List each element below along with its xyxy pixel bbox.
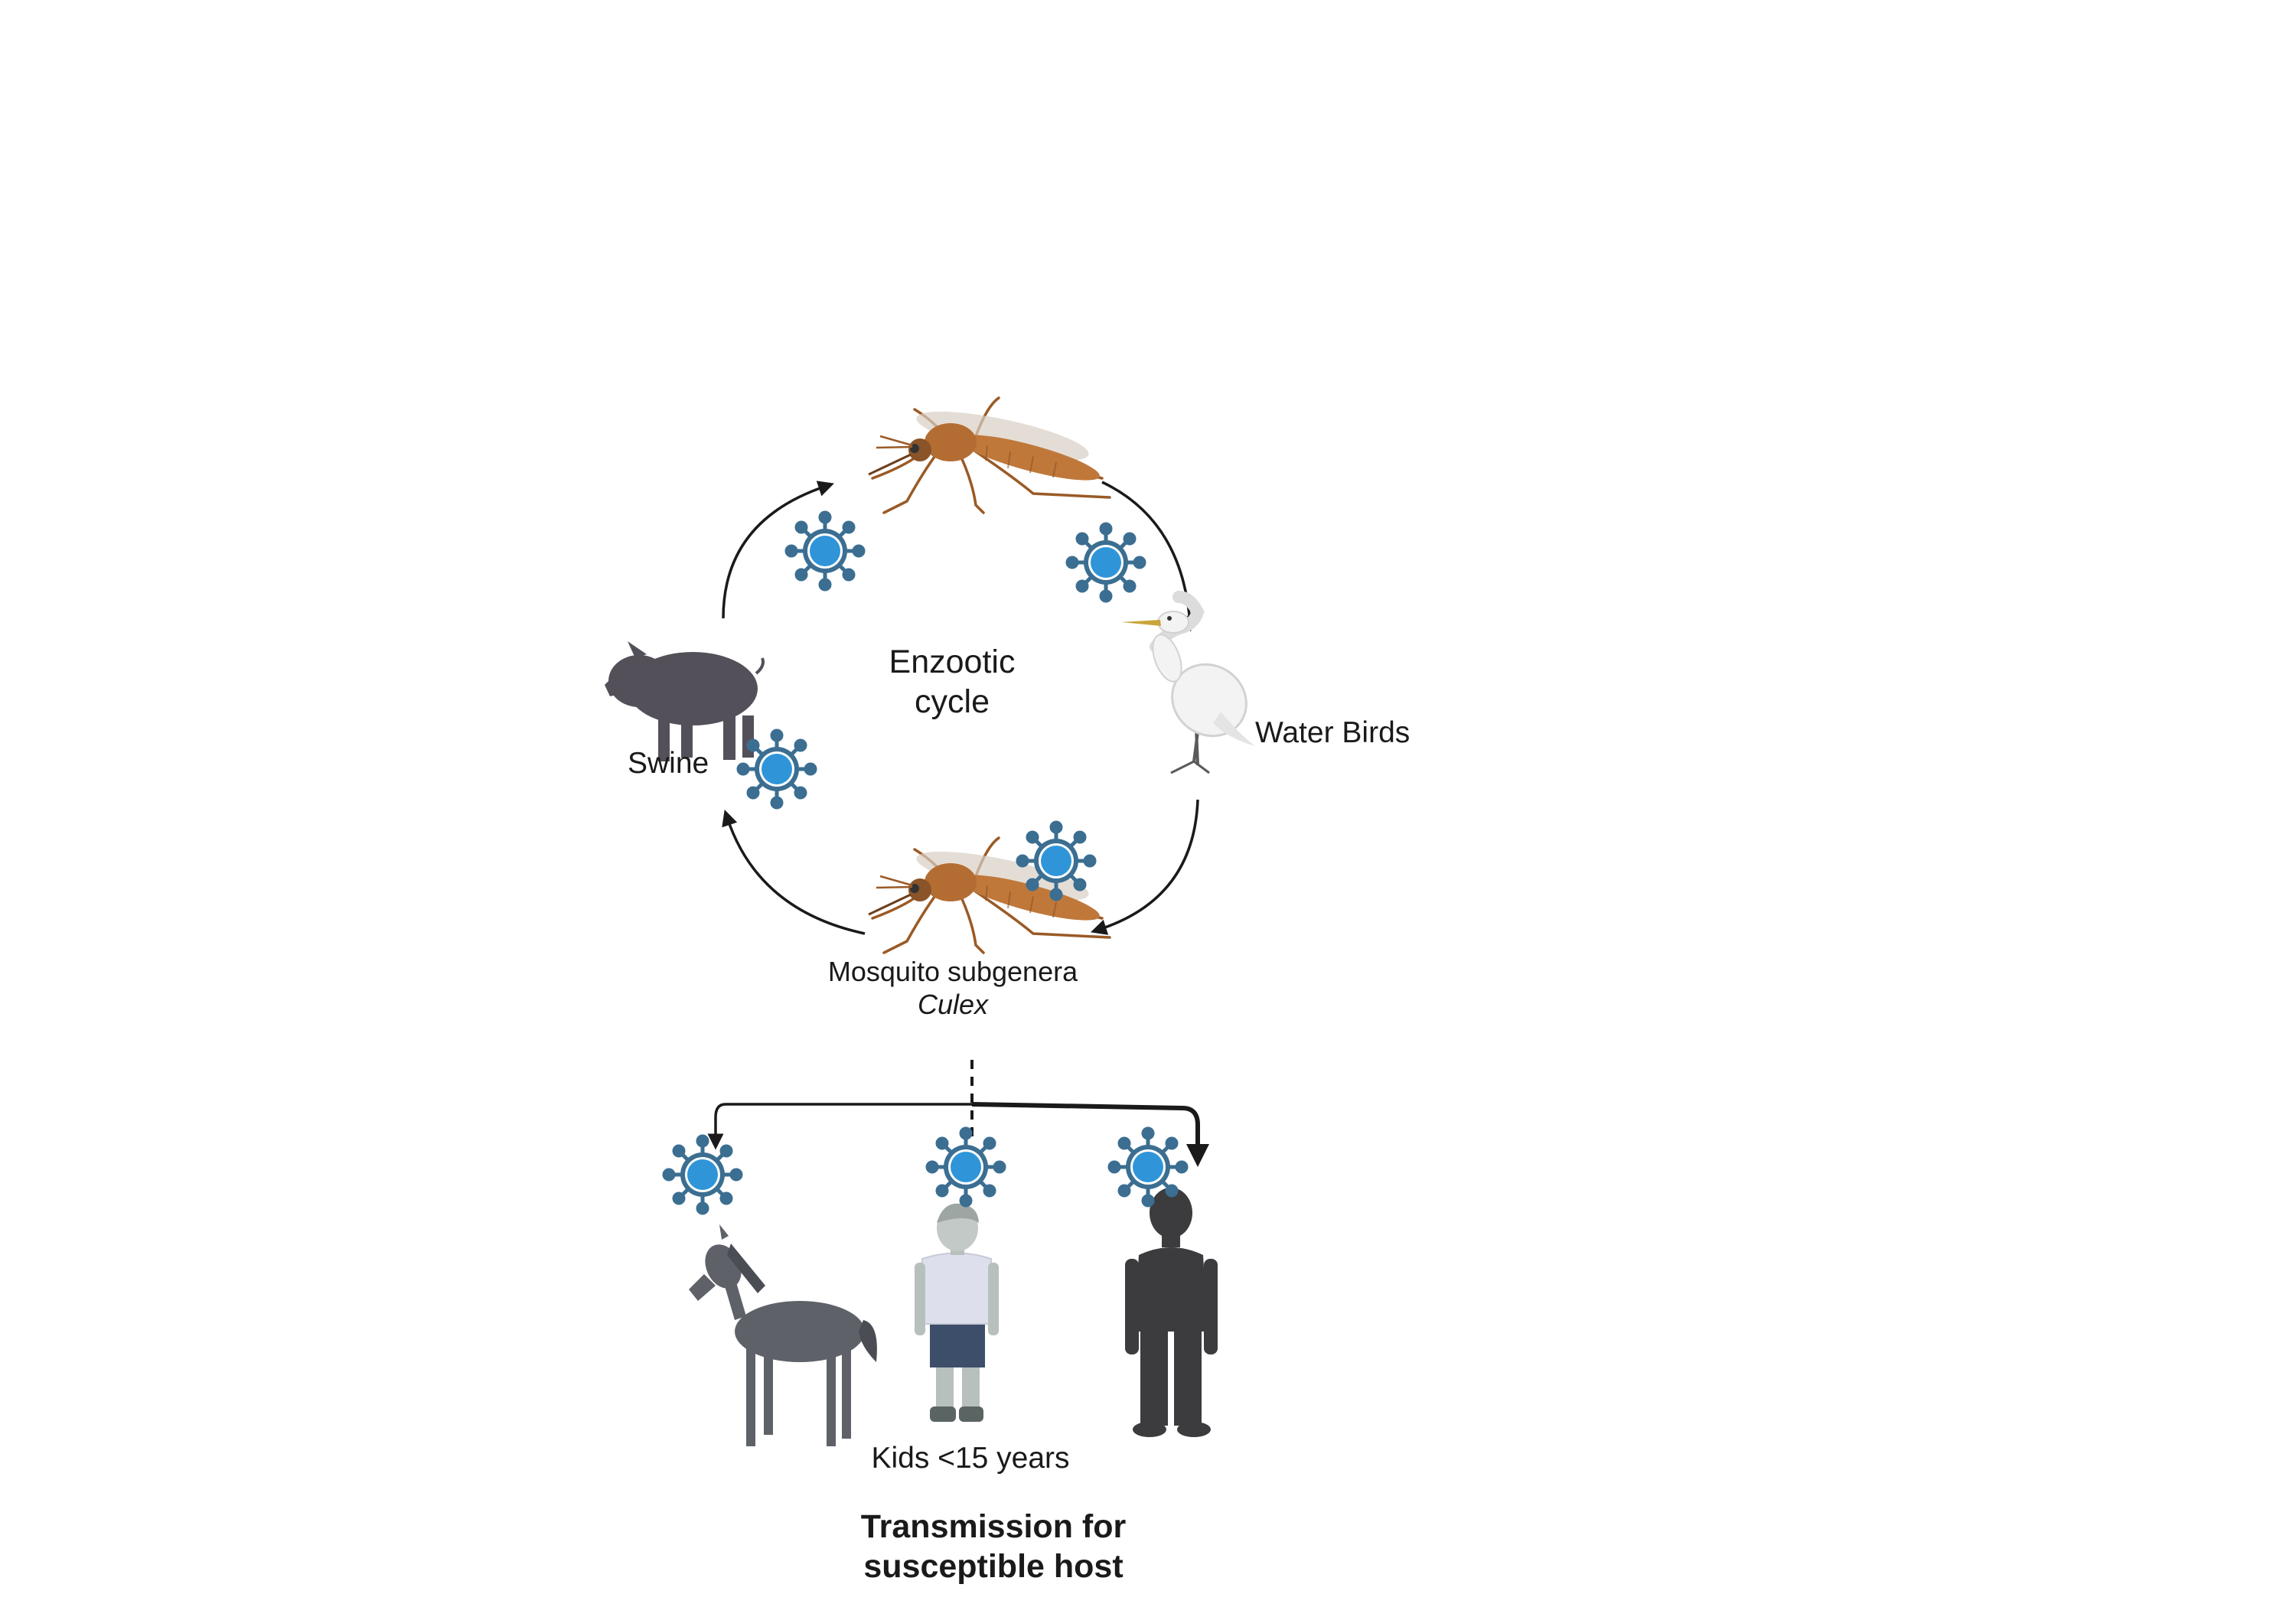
virus-icon bbox=[739, 731, 815, 807]
mosquito-label: Mosquito subgenera Culex bbox=[828, 955, 1078, 1021]
arrow-swine-to-mosquito bbox=[722, 481, 834, 619]
cycle-title: Enzootic cycle bbox=[889, 643, 1016, 722]
mosquito-label-line1: Mosquito subgenera bbox=[827, 956, 1078, 987]
kids-label: Kids <15 years bbox=[871, 1442, 1070, 1475]
swine-icon bbox=[605, 641, 765, 761]
cycle-title-line2: cycle bbox=[915, 683, 990, 720]
water-birds-label: Water Birds bbox=[1255, 716, 1411, 749]
mosquito-icon bbox=[867, 396, 1111, 514]
arrow-to-adult bbox=[971, 1102, 1209, 1167]
virus-icon bbox=[664, 1136, 741, 1213]
child-icon bbox=[915, 1203, 999, 1422]
host-arrows bbox=[707, 1060, 1209, 1167]
virus-icon bbox=[1068, 524, 1144, 601]
transmission-title-line1: Transmission for bbox=[860, 1508, 1127, 1545]
water-bird-icon bbox=[1121, 591, 1255, 774]
mosquito-label-genus: Culex bbox=[917, 989, 989, 1021]
transmission-title: Transmission for susceptible host bbox=[861, 1508, 1126, 1586]
arrow-to-horse bbox=[707, 1103, 972, 1150]
transmission-title-line2: susceptible host bbox=[863, 1547, 1124, 1585]
cycle-title-line1: Enzootic bbox=[889, 644, 1016, 680]
arrow-bird-to-mosquito bbox=[1091, 799, 1199, 935]
horse-icon bbox=[689, 1224, 877, 1446]
virus-icon bbox=[787, 513, 863, 589]
adult-human-icon bbox=[1125, 1188, 1218, 1437]
virus-icon bbox=[1110, 1129, 1186, 1205]
virus-icon bbox=[1018, 823, 1094, 899]
swine-label: Swine bbox=[628, 747, 709, 780]
arrow-mosquito-to-swine bbox=[722, 810, 866, 935]
virus-icon bbox=[928, 1129, 1004, 1205]
